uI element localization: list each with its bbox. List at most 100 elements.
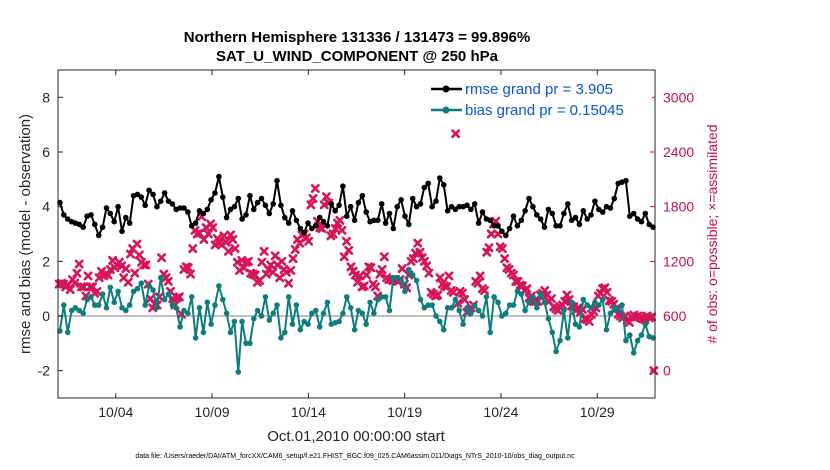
obs-count-point — [375, 269, 385, 279]
bias-point — [479, 313, 486, 319]
rmse-point — [107, 210, 114, 217]
obs-count-point — [163, 276, 173, 286]
obs-count-point — [584, 316, 594, 326]
y-right-tick-label: 1200 — [663, 253, 694, 269]
y-right-tick-label: 2400 — [663, 144, 694, 160]
obs-count-point — [335, 215, 345, 225]
x-tick-label: 10/29 — [580, 404, 615, 420]
bias-point — [409, 272, 416, 278]
plot-frame — [57, 69, 656, 399]
obs-count-point — [602, 287, 612, 297]
rmse-point — [157, 198, 164, 204]
rmse-point — [316, 214, 323, 221]
obs-count-point — [268, 267, 278, 277]
rmse-point — [355, 199, 362, 206]
bias-point — [355, 307, 362, 314]
bias-point — [514, 288, 521, 295]
bias-point — [123, 307, 129, 314]
rmse-point — [313, 223, 319, 229]
rmse-point — [262, 202, 269, 209]
bias-point — [177, 324, 183, 330]
obs-count-point — [475, 271, 485, 281]
rmse-point — [464, 202, 470, 209]
bias-point — [483, 294, 490, 300]
bias-point — [220, 296, 226, 303]
legend-marker-rmse — [442, 85, 450, 93]
rmse-point — [161, 190, 168, 196]
bias-point — [231, 318, 238, 325]
obs-count-point — [74, 259, 84, 269]
obs-count-point — [290, 244, 300, 254]
bias-point — [627, 332, 633, 338]
obs-count-point — [424, 268, 434, 278]
rmse-point — [561, 210, 567, 217]
bias-point — [402, 288, 408, 295]
obs-count-point — [141, 260, 151, 270]
rmse-point — [444, 208, 451, 214]
obs-count-point — [243, 256, 253, 266]
bias-point — [92, 302, 98, 308]
obs-count-point — [288, 254, 298, 264]
obs-count-point — [346, 262, 356, 272]
rmse-point — [565, 201, 571, 207]
bias-point — [61, 302, 67, 308]
rmse-point — [188, 223, 195, 229]
obs-count-point — [212, 234, 222, 244]
bias-point — [378, 294, 385, 300]
obs-count-point — [337, 225, 347, 235]
bias-point — [107, 284, 114, 291]
bias-point — [444, 305, 451, 311]
bias-point — [394, 274, 401, 281]
obs-count-point — [123, 277, 133, 287]
y-right-tick-label: 1800 — [663, 199, 694, 215]
bias-point — [398, 277, 404, 284]
bias-point — [278, 335, 284, 341]
obs-count-point — [497, 244, 507, 254]
bias-point — [452, 296, 459, 303]
rmse-point — [111, 218, 117, 225]
bias-point — [375, 296, 381, 303]
bias-point — [239, 318, 245, 325]
rmse-point — [557, 223, 563, 229]
obs-count-point — [522, 284, 532, 294]
x-tick-label: 10/04 — [98, 404, 133, 420]
bias-point — [192, 335, 199, 341]
rmse-point — [638, 218, 645, 225]
bias-point — [262, 294, 269, 300]
bias-point — [88, 294, 94, 300]
obs-count-point — [500, 254, 510, 264]
bias-point — [491, 294, 497, 300]
bias-point — [522, 307, 528, 314]
obs-count-point — [83, 271, 93, 281]
rmse-point — [479, 209, 486, 215]
bias-point — [576, 324, 583, 330]
rmse-point — [630, 210, 637, 217]
obs-count-point — [203, 229, 213, 239]
obs-count-point — [259, 246, 269, 256]
rmse-point — [378, 201, 385, 207]
bias-point — [208, 321, 214, 328]
rmse-point — [421, 184, 428, 191]
rmse-point — [258, 195, 265, 202]
rmse-point — [359, 192, 366, 199]
rmse-point — [642, 210, 649, 217]
y-right-tick-label: 600 — [663, 308, 687, 324]
x-tick-label: 10/24 — [483, 404, 518, 420]
bias-point — [433, 313, 439, 319]
obs-count-point — [600, 283, 610, 293]
rmse-point — [282, 214, 288, 221]
rmse-point — [627, 213, 633, 219]
rmse-point — [471, 201, 478, 207]
rmse-point — [599, 209, 606, 215]
obs-count-point — [157, 253, 167, 263]
obs-count-point — [308, 193, 318, 203]
rmse-point — [499, 228, 505, 235]
obs-count-point — [286, 265, 296, 275]
bias-point — [181, 307, 187, 314]
bias-point — [599, 296, 606, 303]
rmse-point — [285, 220, 292, 226]
bias-point — [274, 302, 280, 308]
rmse-point — [88, 212, 94, 218]
bias-point — [572, 321, 579, 328]
rmse-point — [440, 182, 447, 188]
